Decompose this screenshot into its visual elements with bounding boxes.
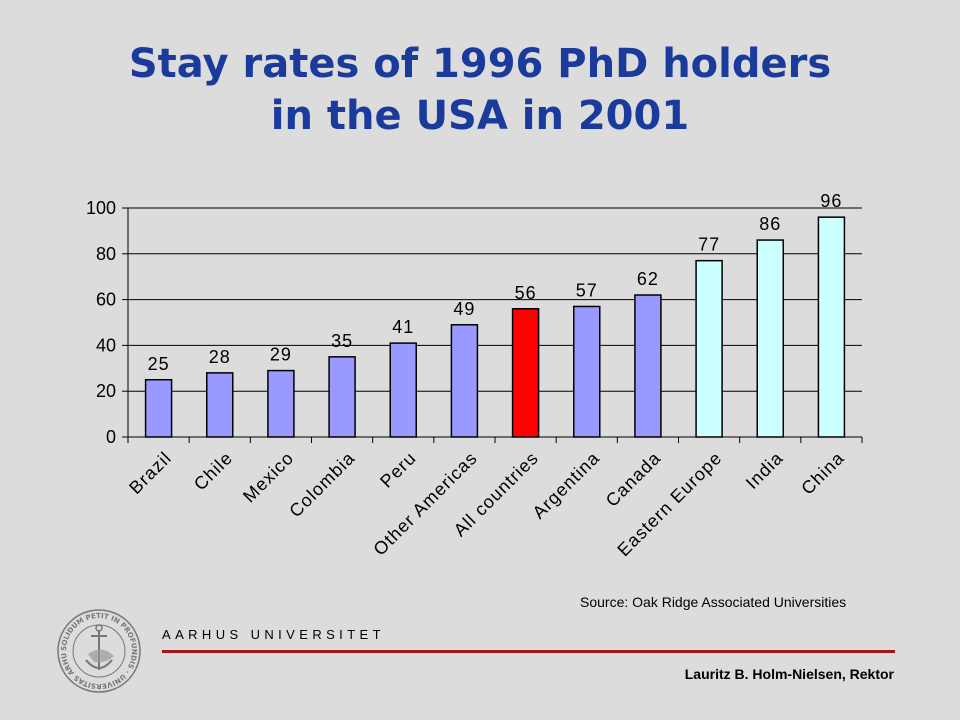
data-label: 96 <box>820 191 842 211</box>
category-label: Other Americas <box>369 448 481 560</box>
chart-axes: 0 20 40 60 80 100 <box>86 198 863 447</box>
y-tick-label: 100 <box>86 198 116 218</box>
bar-argentina <box>573 305 601 438</box>
data-label: 57 <box>576 280 598 300</box>
chart-grid <box>128 207 862 392</box>
y-tick-label: 60 <box>96 290 116 310</box>
data-label: 77 <box>698 235 720 255</box>
bar-brazil <box>144 379 173 438</box>
data-label: 35 <box>331 331 353 351</box>
bar-canada <box>634 294 662 438</box>
title-line-1: Stay rates of 1996 PhD holders <box>128 41 832 87</box>
y-tick-label: 80 <box>96 244 116 264</box>
data-label: 25 <box>148 354 170 374</box>
source-note: Source: Oak Ridge Associated Universitie… <box>580 594 847 610</box>
data-label: 62 <box>637 269 659 289</box>
data-label: 86 <box>759 214 781 234</box>
y-tick-label: 40 <box>96 335 116 355</box>
title-line-2: in the USA in 2001 <box>270 93 690 139</box>
footer-divider <box>162 650 895 653</box>
category-label: Colombia <box>285 448 359 522</box>
data-label: 28 <box>209 347 231 367</box>
chart-data-labels: 25 28 29 35 41 49 56 57 62 77 86 96 <box>148 191 842 374</box>
category-label: China <box>797 448 848 499</box>
data-label: 49 <box>453 299 475 319</box>
bar-chart: 0 20 40 60 80 100 25 28 29 35 41 49 56 57 62 77 86 96 Br… <box>86 191 863 560</box>
category-label: Eastern Europe <box>613 448 725 560</box>
category-label: Peru <box>376 448 420 492</box>
category-label: Argentina <box>529 448 604 523</box>
category-label: Mexico <box>239 448 298 507</box>
bar-chile <box>206 372 234 438</box>
bar-china <box>817 216 846 438</box>
university-seal-logo: SOLIDUM PETIT IN PROFUNDIS · UNIVERSITAS… <box>56 608 141 693</box>
bar-mexico <box>267 369 295 438</box>
category-label: Chile <box>190 448 237 495</box>
y-tick-label: 20 <box>96 381 116 401</box>
bar-eastern-europe <box>695 259 723 438</box>
chart-bars <box>144 216 846 438</box>
slide-title: Stay rates of 1996 PhD holders in the US… <box>0 38 960 142</box>
data-label: 41 <box>392 317 414 337</box>
category-label: Canada <box>602 448 665 511</box>
bar-all-countries <box>511 308 540 438</box>
category-label: Brazil <box>125 448 175 498</box>
category-label: India <box>742 448 787 493</box>
data-label: 29 <box>270 345 292 365</box>
bar-colombia <box>328 356 356 438</box>
presenter-name: Lauritz B. Holm-Nielsen, Rektor <box>684 666 894 682</box>
data-label: 56 <box>515 283 537 303</box>
university-name: AARHUS UNIVERSITET <box>162 627 385 642</box>
bar-india <box>756 239 784 438</box>
bar-peru <box>389 342 417 438</box>
y-tick-label: 0 <box>106 427 116 447</box>
bar-other-americas <box>450 324 479 438</box>
